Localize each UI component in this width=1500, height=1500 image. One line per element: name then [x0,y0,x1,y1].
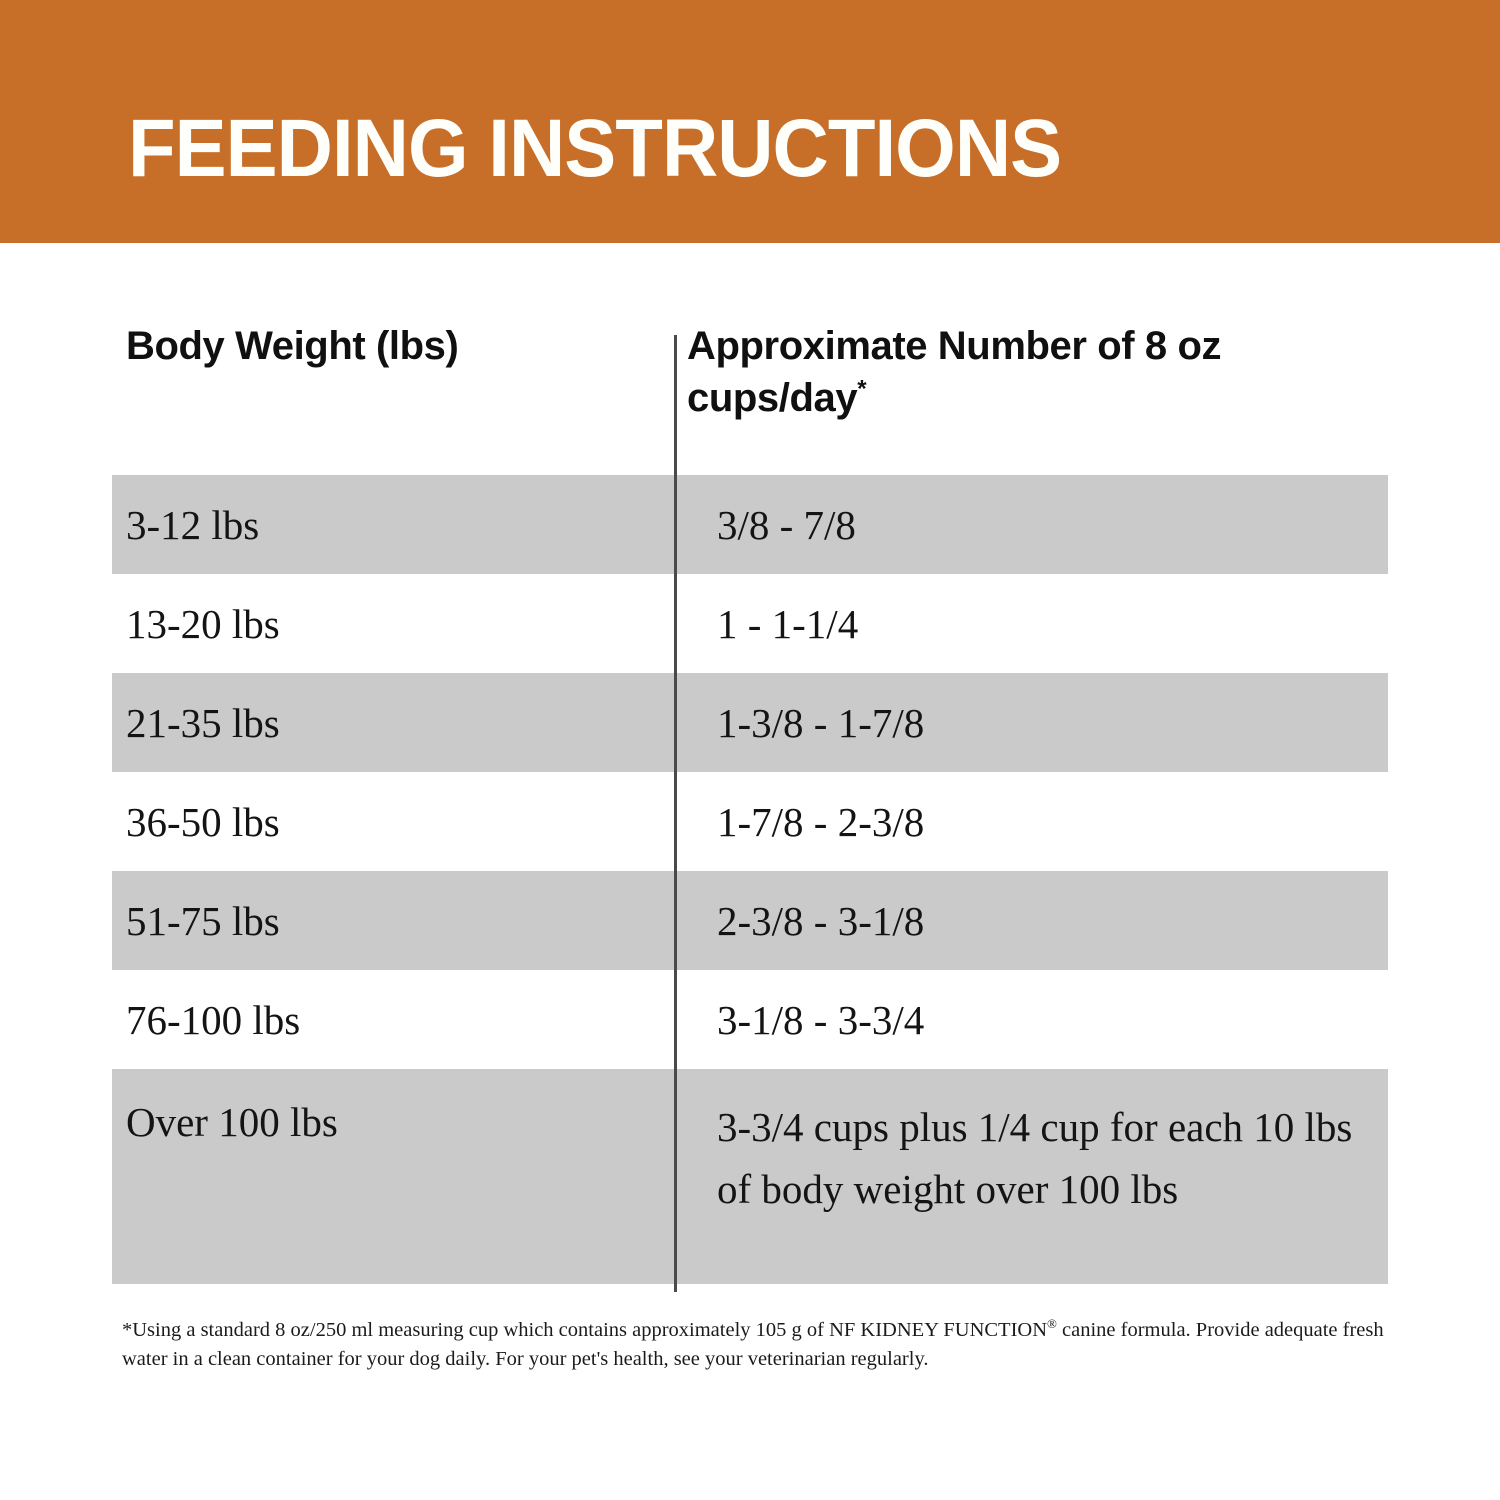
feeding-instructions-banner: FEEDING INSTRUCTIONS [0,0,1500,243]
cell-cups-per-day: 1-7/8 - 2-3/8 [717,798,925,845]
table-body: 3-12 lbs 3/8 - 7/8 13-20 lbs 1 - 1-1/4 2… [112,475,1388,1284]
table-row: 13-20 lbs 1 - 1-1/4 [112,574,1388,673]
footnote-part-one: *Using a standard 8 oz/250 ml measuring … [122,1319,1048,1341]
cell-body-weight: 76-100 lbs [126,996,301,1043]
column-header-cups-per-day: Approximate Number of 8 oz cups/day* [687,320,1327,424]
table-row: 36-50 lbs 1-7/8 - 2-3/8 [112,772,1388,871]
cell-cups-per-day: 3-1/8 - 3-3/4 [717,996,925,1043]
cell-cups-per-day: 2-3/8 - 3-1/8 [717,897,925,944]
footnote-part-two: canine formula. Provide adequate fresh w… [122,1319,1384,1370]
cell-body-weight: Over 100 lbs [126,1099,338,1145]
table-row: Over 100 lbs 3-3/4 cups plus 1/4 cup for… [112,1069,1388,1284]
table-row: 76-100 lbs 3-1/8 - 3-3/4 [112,970,1388,1069]
cell-body-weight: 3-12 lbs [126,501,260,548]
cell-cups-per-day: 1 - 1-1/4 [717,600,859,647]
table-header-row: Body Weight (lbs) Approximate Number of … [112,320,1388,475]
table-row: 51-75 lbs 2-3/8 - 3-1/8 [112,871,1388,970]
column-header-cups-label: Approximate Number of 8 oz cups/day [687,324,1222,420]
cell-body-weight: 13-20 lbs [126,600,280,647]
cell-body-weight: 51-75 lbs [126,897,280,944]
column-header-body-weight: Body Weight (lbs) [126,324,459,368]
table-row: 3-12 lbs 3/8 - 7/8 [112,475,1388,574]
cell-cups-per-day: 3-3/4 cups plus 1/4 cup for each 10 lbs … [717,1104,1353,1212]
cell-body-weight: 36-50 lbs [126,798,280,845]
feeding-table: Body Weight (lbs) Approximate Number of … [112,320,1388,1292]
registered-trademark-icon: ® [1047,1316,1057,1332]
cell-body-weight: 21-35 lbs [126,699,280,746]
page-title: FEEDING INSTRUCTIONS [128,103,1062,194]
cell-cups-per-day: 1-3/8 - 1-7/8 [717,699,925,746]
column-divider [674,335,677,1292]
table-row: 21-35 lbs 1-3/8 - 1-7/8 [112,673,1388,772]
footnote-marker: * [857,375,867,403]
footnote-text: *Using a standard 8 oz/250 ml measuring … [122,1316,1392,1374]
cell-cups-per-day: 3/8 - 7/8 [717,501,856,548]
